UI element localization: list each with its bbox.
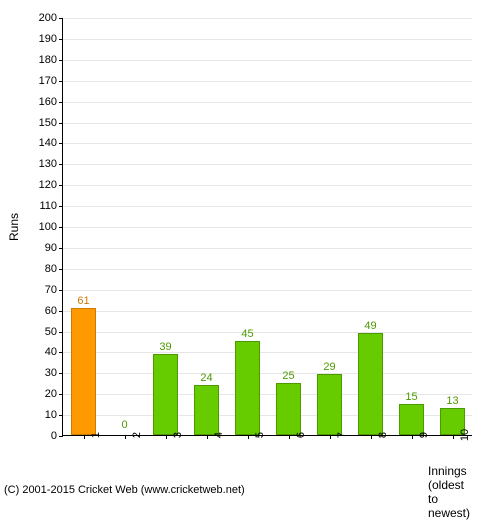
gridline [63,206,472,207]
xtick-label: 1 [84,432,102,438]
ytick-label: 110 [39,200,63,212]
bar-value-label: 13 [446,395,458,409]
footer-copyright: (C) 2001-2015 Cricket Web (www.cricketwe… [4,484,245,496]
xtick-label: 8 [371,432,389,438]
xtick-label: 3 [166,432,184,438]
plot-area: 0102030405060708090100110120130140150160… [62,18,472,436]
gridline [63,18,472,19]
bar-value-label: 25 [282,370,294,384]
ytick-label: 10 [45,409,63,421]
ytick-label: 200 [39,12,63,24]
ytick-label: 130 [39,158,63,170]
ytick-label: 150 [39,117,63,129]
gridline [63,60,472,61]
gridline [63,123,472,124]
ytick-label: 90 [45,242,63,254]
bar: 39 [153,354,178,436]
xtick-label: 5 [248,432,266,438]
bar-value-label: 24 [200,372,212,386]
gridline [63,185,472,186]
x-axis-title: Innings (oldest to newest) [428,464,470,520]
ytick-label: 50 [45,326,63,338]
ytick-label: 170 [39,75,63,87]
bar: 61 [71,308,96,435]
xtick-label: 2 [125,432,143,438]
ytick-label: 80 [45,263,63,275]
gridline [63,227,472,228]
gridline [63,164,472,165]
ytick-label: 20 [45,388,63,400]
bar-value-label: 0 [121,419,127,433]
ytick-label: 190 [39,33,63,45]
bar-value-label: 45 [241,328,253,342]
ytick-label: 100 [39,221,63,233]
ytick-label: 120 [39,179,63,191]
bar-value-label: 29 [323,361,335,375]
ytick-label: 70 [45,284,63,296]
bar-value-label: 15 [405,391,417,405]
bar-value-label: 39 [159,341,171,355]
ytick-label: 160 [39,96,63,108]
chart-container: 0102030405060708090100110120130140150160… [0,0,500,500]
gridline [63,332,472,333]
bar: 25 [276,383,301,435]
gridline [63,143,472,144]
ytick-label: 60 [45,305,63,317]
gridline [63,311,472,312]
xtick-label: 9 [412,432,430,438]
gridline [63,352,472,353]
gridline [63,269,472,270]
bar: 24 [194,385,219,435]
xtick-label: 7 [330,432,348,438]
xtick-label: 6 [289,432,307,438]
gridline [63,290,472,291]
ytick-label: 40 [45,346,63,358]
gridline [63,81,472,82]
bar-value-label: 61 [77,295,89,309]
xtick-label: 4 [207,432,225,438]
ytick-label: 140 [39,137,63,149]
gridline [63,373,472,374]
bar: 45 [235,341,260,435]
xtick-label: 10 [453,429,471,441]
bar: 15 [399,404,424,435]
ytick-label: 180 [39,54,63,66]
gridline [63,102,472,103]
y-axis-title: Runs [7,213,21,241]
gridline [63,248,472,249]
bar: 29 [317,374,342,435]
bar: 49 [358,333,383,435]
bar-value-label: 49 [364,320,376,334]
ytick-label: 0 [51,430,63,442]
gridline [63,39,472,40]
ytick-label: 30 [45,367,63,379]
